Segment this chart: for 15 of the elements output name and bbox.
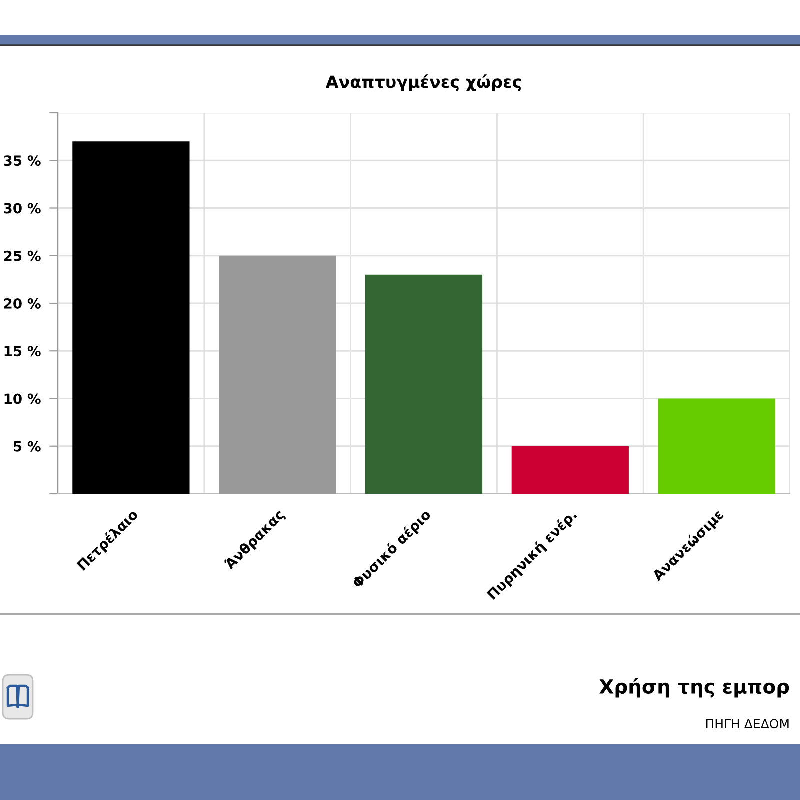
y-tick-label: 35 % [4,156,41,166]
bar [72,142,190,494]
y-tick-label: 20 % [4,298,41,309]
y-tick-label: 10 % [4,394,41,404]
bar [219,256,336,494]
chart-title: Αναπτυγμένες χώρες [326,74,522,92]
bar [365,274,483,494]
y-tick-label: 30 % [4,203,41,214]
bar [658,398,776,494]
text: Χρήση της εμπορ [600,678,790,698]
y-tick-label: 15 % [4,346,41,357]
text: ΠΗΓΗ ΔΕΔΟΜ [706,719,789,729]
bar [512,446,629,494]
y-tick-label: 25 % [4,250,41,262]
y-tick-label: 5 % [14,441,41,452]
